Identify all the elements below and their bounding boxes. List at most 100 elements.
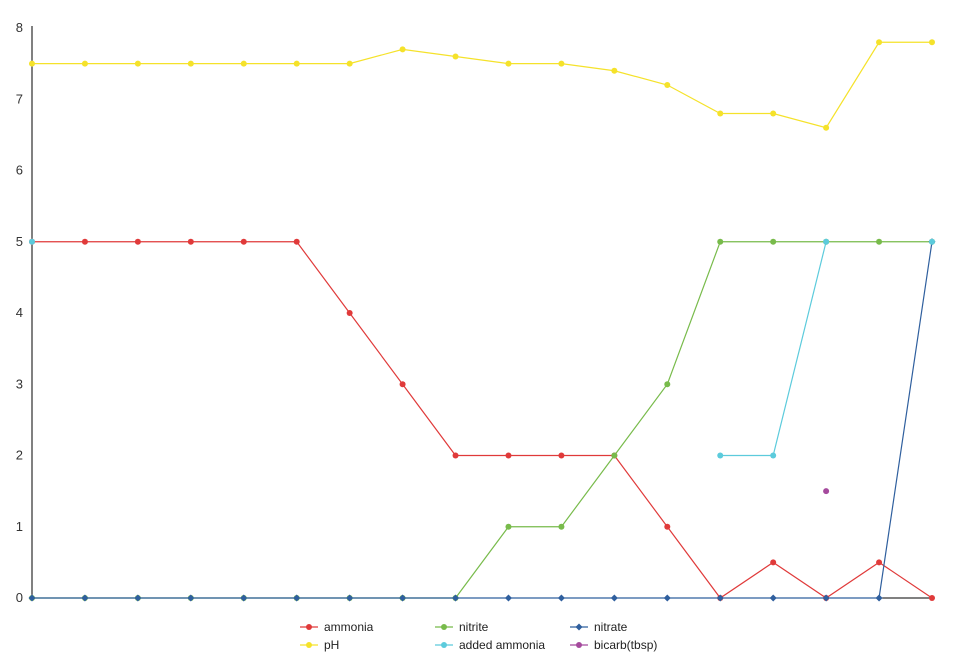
data-point-ph: [929, 39, 935, 46]
y-tick-label: 1: [16, 519, 23, 534]
data-point-ph: [611, 67, 618, 74]
data-point-ph: [134, 60, 141, 67]
series-line-ph: [32, 41, 932, 129]
data-point-ammonia: [452, 452, 459, 459]
legend-label: ammonia: [324, 620, 374, 634]
data-point-ph: [505, 60, 512, 67]
data-point-nitrate: [28, 594, 36, 602]
series-lines: [32, 41, 933, 599]
data-point-nitrate: [557, 594, 565, 602]
data-point-ph: [240, 60, 247, 67]
data-point-nitrate: [346, 594, 354, 602]
data-point-nitrate: [240, 594, 248, 602]
legend-swatch-marker: [306, 624, 312, 630]
data-point-added-ammonia: [717, 452, 724, 459]
legend-swatch-marker: [575, 623, 583, 631]
data-point-ammonia: [505, 452, 512, 459]
data-point-ph: [29, 60, 35, 67]
data-point-nitrite: [558, 523, 565, 530]
y-tick-label: 2: [16, 448, 23, 463]
legend-item-ammonia: ammonia: [300, 620, 374, 634]
data-point-nitrate: [399, 594, 407, 602]
data-point-ammonia: [134, 238, 141, 245]
data-point-nitrite: [611, 452, 618, 459]
legend-label: bicarb(tbsp): [594, 638, 657, 652]
data-point-ph: [876, 39, 883, 46]
data-point-ph: [346, 60, 353, 67]
legend: ammonia nitrite nitrate pH added ammonia bica…: [300, 620, 657, 652]
data-point-ph: [81, 60, 88, 67]
data-point-added-ammonia: [770, 452, 777, 459]
y-tick-label: 6: [16, 163, 23, 178]
data-point-ammonia: [929, 595, 935, 601]
data-point-ammonia: [293, 238, 300, 245]
data-point-ammonia: [187, 238, 194, 245]
data-point-nitrate: [187, 594, 195, 602]
series-line-nitrite: [32, 241, 932, 599]
legend-label: pH: [324, 638, 339, 652]
data-point-ammonia: [770, 559, 777, 566]
data-point-added-ammonia: [823, 238, 830, 245]
data-point-ph: [717, 110, 724, 117]
legend-item-nitrate: nitrate: [570, 620, 628, 634]
data-point-nitrite: [664, 381, 671, 388]
y-tick-label: 7: [16, 91, 23, 106]
data-point-ph: [452, 53, 459, 60]
data-point-nitrate: [663, 594, 671, 602]
data-point-ph: [664, 82, 671, 88]
data-point-nitrate: [504, 594, 512, 602]
data-point-ammonia: [240, 238, 247, 245]
data-point-nitrate: [769, 594, 777, 602]
data-point-ph: [558, 60, 565, 67]
legend-item-bicarb-tbsp: bicarb(tbsp): [570, 638, 657, 652]
data-point-nitrite: [876, 238, 883, 245]
data-point-nitrate: [716, 594, 724, 602]
legend-item-added-ammonia: added ammonia: [435, 638, 545, 652]
data-point-nitrite: [770, 238, 777, 245]
data-point-ph: [770, 110, 777, 117]
series-markers: [28, 39, 936, 602]
data-point-nitrate: [875, 594, 883, 602]
data-point-ph: [399, 46, 406, 53]
y-tick-label: 0: [16, 590, 23, 605]
data-point-ph: [293, 60, 300, 67]
data-point-nitrate: [610, 594, 618, 602]
data-point-nitrite: [717, 238, 724, 245]
series-line-added-ammonia: [720, 241, 827, 457]
data-point-nitrite: [505, 523, 512, 530]
data-point-nitrate: [452, 594, 460, 602]
legend-label: nitrite: [459, 620, 489, 634]
data-point-ammonia: [399, 381, 406, 388]
data-point-added-ammonia: [29, 238, 35, 245]
legend-item-nitrite: nitrite: [435, 620, 489, 634]
legend-swatch-marker: [576, 642, 582, 648]
data-point-ammonia: [558, 452, 565, 459]
data-point-ammonia: [346, 310, 353, 316]
data-point-nitrate: [293, 594, 301, 602]
data-point-ammonia: [876, 559, 883, 566]
y-tick-label: 5: [16, 234, 23, 249]
legend-swatch-marker: [441, 642, 447, 648]
legend-item-ph: pH: [300, 638, 339, 652]
data-point-added-ammonia: [929, 238, 935, 245]
data-point-nitrate: [134, 594, 142, 602]
legend-label: added ammonia: [459, 638, 545, 652]
legend-swatch-marker: [306, 642, 312, 648]
y-tick-label: 8: [16, 20, 23, 35]
data-point-ph: [187, 60, 194, 67]
axes: [31, 26, 932, 599]
data-point-nitrate: [81, 594, 89, 602]
series-line-ammonia: [32, 241, 933, 599]
data-point-ammonia: [81, 238, 88, 245]
legend-label: nitrate: [594, 620, 628, 634]
legend-swatch-marker: [441, 624, 447, 630]
data-point-nitrate: [822, 594, 830, 602]
data-point-bicarb-tbsp: [823, 488, 830, 495]
data-point-ph: [823, 124, 830, 131]
y-tick-labels: 0 1 2 3 4 5 6 7 8: [16, 20, 23, 605]
y-tick-label: 3: [16, 376, 23, 391]
data-point-ammonia: [664, 523, 671, 530]
y-tick-label: 4: [16, 305, 23, 320]
series-line-nitrate: [32, 241, 933, 599]
